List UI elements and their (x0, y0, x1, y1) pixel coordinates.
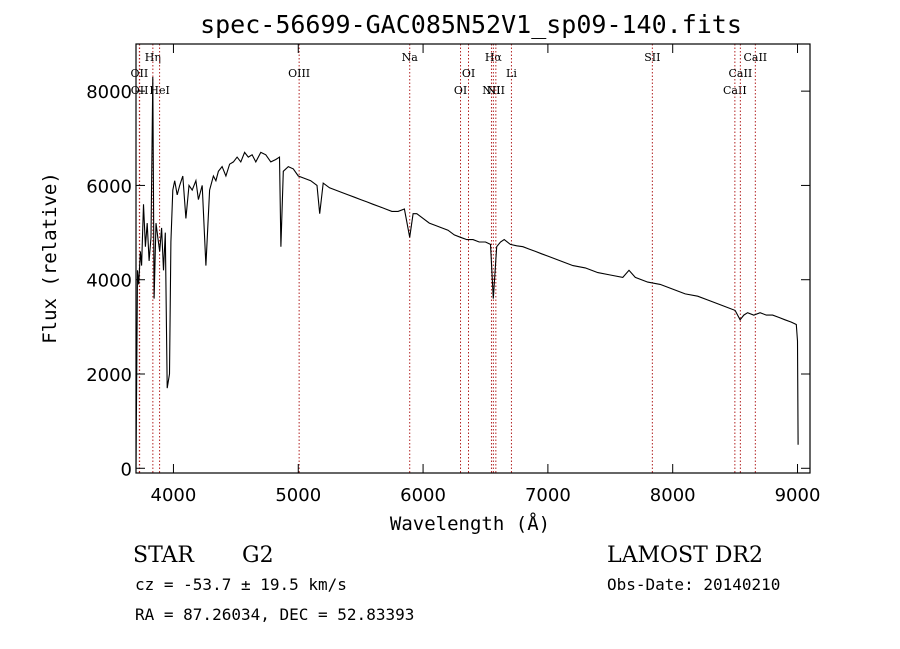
spectral-line-label: HeI (149, 84, 169, 97)
x-tick-label: 7000 (525, 485, 571, 506)
object-class: STAR (133, 543, 195, 568)
spectral-line-label: NII (487, 84, 505, 97)
y-tick-label: 6000 (86, 176, 132, 197)
spectral-line-label: OI (454, 84, 467, 97)
y-tick-label: 0 (121, 459, 132, 480)
spectral-line-markers: OIIOIIHηHeIOIIINaOIOINIIHαNIILiSIICaIICa… (131, 44, 767, 473)
x-tick-label: 9000 (775, 485, 821, 506)
y-axis-label: Flux (relative) (39, 172, 61, 344)
spectral-line-label: Na (402, 51, 419, 64)
spectrum-line (135, 76, 799, 469)
spectral-line-label: SII (644, 51, 660, 64)
observation-date: Obs-Date: 20140210 (607, 575, 780, 594)
spectral-line-label: OIII (288, 67, 310, 80)
spectral-line-label: OI (462, 67, 475, 80)
y-tick-label: 8000 (86, 82, 132, 103)
plot-frame (135, 43, 811, 474)
x-tick-label: 6000 (400, 485, 446, 506)
spectral-line-label: CaII (743, 51, 767, 64)
sky-coordinates: RA = 87.26034, DEC = 52.83393 (135, 605, 414, 624)
x-tick-label: 4000 (151, 485, 197, 506)
y-axis-ticks: 0 2000 4000 6000 8000 (86, 82, 810, 480)
x-axis-label: Wavelength (Å) (390, 512, 550, 535)
spectral-line-label: Hα (485, 51, 503, 64)
x-tick-label: 8000 (650, 485, 696, 506)
y-tick-label: 4000 (86, 271, 132, 292)
spectral-line-label: OII (131, 84, 149, 97)
x-axis-ticks: 4000 5000 6000 7000 8000 9000 (151, 44, 821, 506)
survey-name: LAMOST DR2 (607, 543, 763, 568)
spectral-line-label: Li (506, 67, 517, 80)
redshift-info: cz = -53.7 ± 19.5 km/s (135, 575, 347, 594)
spectral-line-label: CaII (723, 84, 747, 97)
spectral-line-label: CaII (729, 67, 753, 80)
y-tick-label: 2000 (86, 365, 132, 386)
spectral-line-label: Hη (145, 51, 161, 64)
chart-title: spec-56699-GAC085N52V1_sp09-140.fits (200, 10, 742, 39)
spectral-subclass: G2 (242, 543, 274, 568)
x-tick-label: 5000 (275, 485, 321, 506)
